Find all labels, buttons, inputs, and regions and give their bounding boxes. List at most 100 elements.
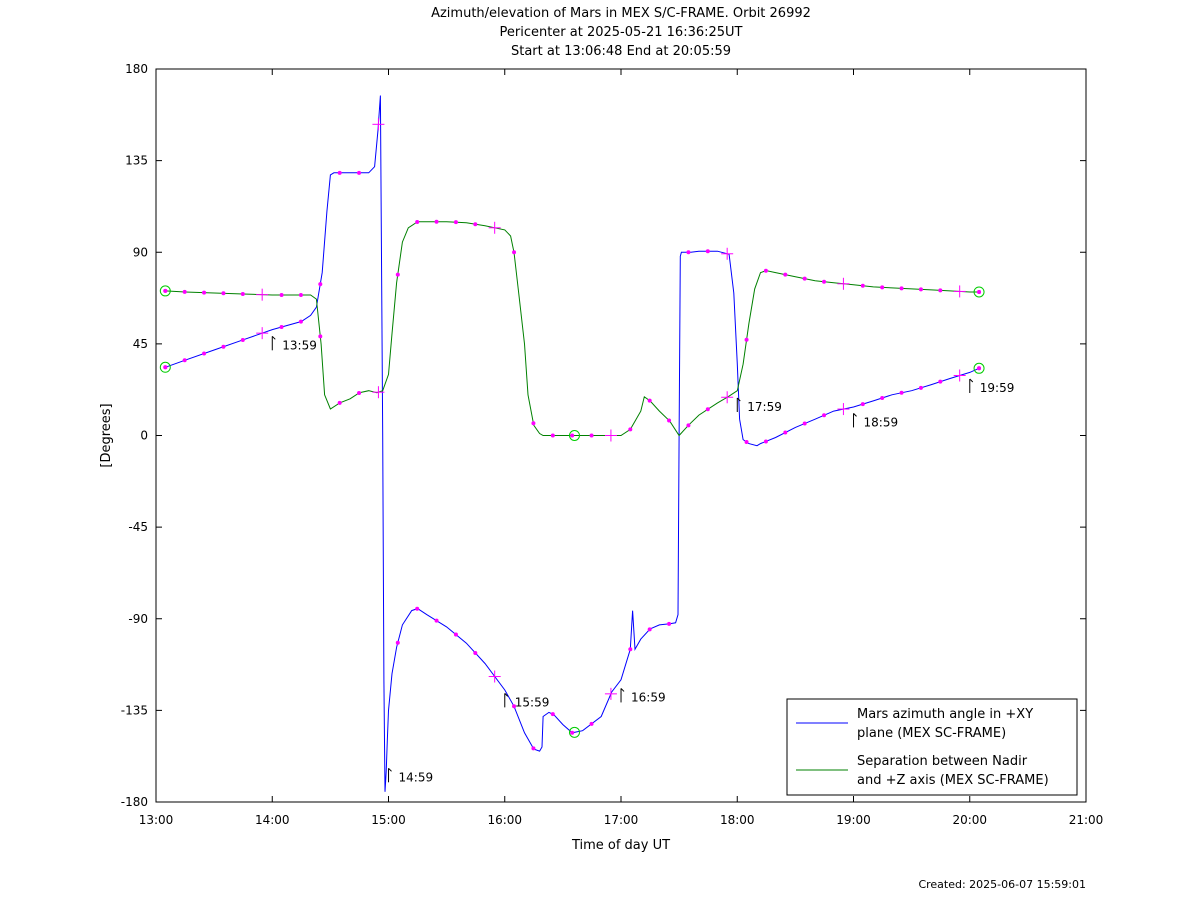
legend-box [786,698,1078,796]
sample-point [415,219,420,224]
sample-point [783,430,788,435]
series-group [165,95,980,792]
endpoint-marker [159,285,171,297]
sample-point [202,290,207,295]
sample-point [938,288,943,293]
sample-point [686,423,691,428]
sample-point [240,337,245,342]
sample-point [802,421,807,426]
sample-point [357,170,362,175]
sample-point [473,650,478,655]
x-tick-label: 14:00 [255,813,290,827]
annotation-arrow-head [504,693,509,697]
sample-point [550,712,555,717]
y-tick-label: -180 [121,795,148,809]
x-tick-label: 20:00 [952,813,987,827]
pericenter-marker [569,430,580,441]
y-tick-label: 135 [125,154,148,168]
y-tick-label: 45 [133,337,148,351]
series-line-2 [165,221,979,437]
pericenter-marker [569,726,580,738]
annotation-arrow-head [620,688,625,692]
endpoint-dot [977,366,982,371]
created-timestamp: Created: 2025-06-07 15:59:01 [918,878,1086,891]
x-tick-label: 18:00 [720,813,755,827]
annotation-label: 19:59 [980,381,1015,395]
x-tick-label: 19:00 [836,813,871,827]
sample-point [182,358,187,363]
sample-point [860,283,865,288]
sample-point [202,351,207,356]
sample-point [802,276,807,281]
sample-point [705,407,710,412]
annotation-arrow-head [388,767,392,772]
sample-point [395,272,400,277]
sample-point [822,413,827,418]
sample-point [763,439,768,444]
y-tick-label: -90 [128,612,148,626]
sample-point [298,293,303,298]
x-tick-label: 17:00 [604,813,639,827]
sample-point [918,287,923,292]
sample-point [628,647,633,652]
sample-point [744,337,749,342]
sample-point [589,433,594,438]
sample-point [550,433,555,438]
sample-point [337,400,342,405]
sample-point [880,285,885,290]
sample-point [589,721,594,726]
annotation-label: 18:59 [864,415,899,429]
title-line-3: Start at 13:06:48 End at 20:05:59 [511,44,731,59]
sample-point [763,268,768,273]
endpoint-dot [163,365,168,370]
annotation-label: 13:59 [282,338,317,352]
sample-point [434,219,439,224]
legend-label: plane (MEX SC-FRAME) [857,726,1006,741]
sample-point [453,632,458,637]
time-markers [159,118,985,751]
sample-point [531,746,536,751]
sample-point [628,427,633,432]
sample-point [783,272,788,277]
endpoint-marker [973,286,985,298]
sample-point [318,282,323,287]
sample-point [570,730,575,735]
sample-point [357,390,362,395]
sample-point [899,286,904,291]
y-tick-label: 180 [125,62,148,76]
sample-point [822,279,827,284]
annotation-arrow-head [271,335,276,340]
sample-point [512,250,517,255]
sample-point [531,421,536,426]
y-tick-label: 0 [140,429,148,443]
sample-point [647,627,652,632]
sample-point [279,325,284,330]
sample-point [240,291,245,296]
sample-point [395,640,400,645]
sample-point [221,291,226,296]
title-line-1: Azimuth/elevation of Mars in MEX S/C-FRA… [431,6,811,21]
sample-point [453,220,458,225]
x-axis-label: Time of day UT [571,838,670,853]
series-line-1 [165,95,980,792]
endpoint-dot [163,288,168,293]
sample-point [705,249,710,254]
chart-title: Azimuth/elevation of Mars in MEX S/C-FRA… [431,6,811,59]
annotation-label: 16:59 [631,690,666,704]
legend: Mars azimuth angle in +XY plane (MEX SC-F… [786,698,1078,796]
sample-point [880,395,885,400]
sample-point [298,319,303,324]
endpoint-marker [973,362,985,374]
x-tick-label: 16:00 [487,813,522,827]
sample-point [647,398,652,403]
sample-point [570,433,575,438]
annotation-label: 14:59 [399,770,434,784]
sample-point [512,704,517,709]
endpoint-dot [977,289,982,294]
sample-point [938,379,943,384]
sample-point [667,621,672,626]
x-tick-label: 15:00 [371,813,406,827]
legend-label: Mars azimuth angle in +XY [857,707,1033,722]
sample-point [667,418,672,423]
